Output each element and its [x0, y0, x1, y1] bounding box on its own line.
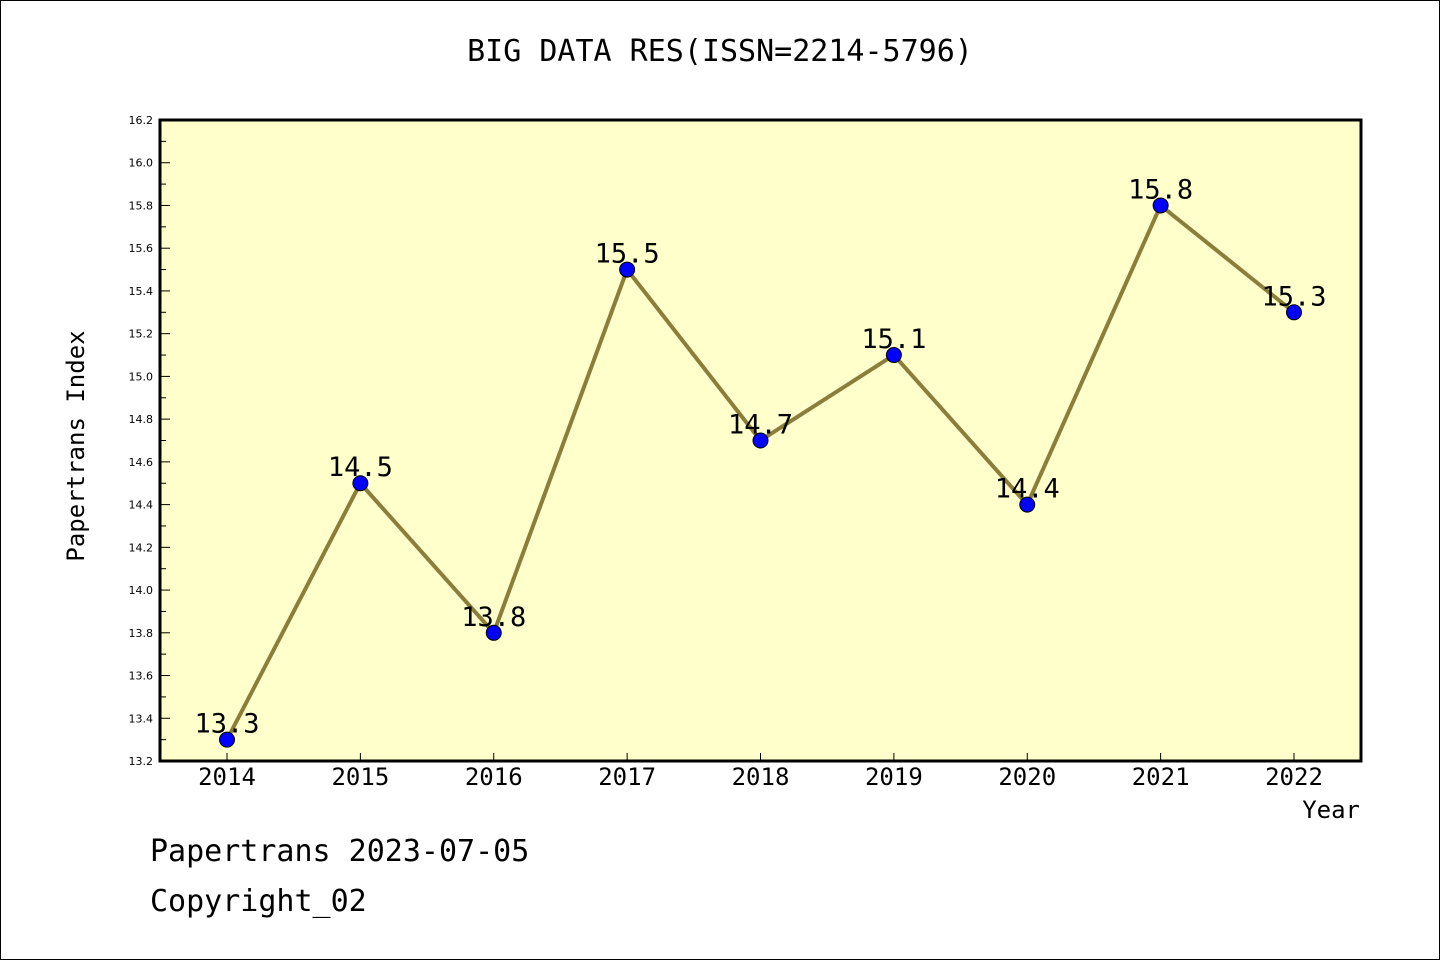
y-tick-label: 14.0	[129, 584, 154, 597]
y-tick-label: 13.8	[129, 627, 154, 640]
y-tick-label: 13.4	[129, 712, 154, 725]
data-point	[619, 261, 636, 278]
x-tick-label: 2014	[198, 763, 256, 791]
data-label: 15.3	[1261, 281, 1326, 312]
data-point	[352, 475, 369, 492]
x-tick-label: 2017	[598, 763, 656, 791]
x-tick-label: 2019	[865, 763, 923, 791]
x-tick-label: 2015	[331, 763, 389, 791]
x-tick-label: 2016	[465, 763, 523, 791]
data-label-layer: 13.3 14.5 13.8 15.5 14.7 15.1 14.4 15.8 15.3	[194, 174, 1326, 739]
x-tick-label: 2021	[1132, 763, 1190, 791]
data-label: 14.7	[728, 410, 793, 441]
footer-date: Papertrans 2023-07-05	[150, 834, 530, 869]
y-tick-label: 15.0	[129, 370, 154, 383]
data-label: 15.8	[1128, 174, 1193, 205]
y-tick-label: 15.4	[129, 285, 154, 298]
y-tick-label: 14.4	[129, 499, 154, 512]
y-tick-label: 15.2	[129, 328, 154, 341]
y-tick-label: 14.2	[129, 541, 154, 554]
x-tick-label: 2018	[732, 763, 790, 791]
data-label: 13.8	[461, 602, 526, 633]
y-tick-label: 15.6	[129, 242, 154, 255]
y-tick-label: 15.8	[129, 199, 154, 212]
data-point	[1286, 304, 1302, 321]
x-axis: 2014 2015 2016 2017 2018 2019 2020 2021 2022	[198, 753, 1323, 791]
data-label: 15.5	[595, 239, 660, 270]
x-axis-label: Year	[1302, 796, 1360, 824]
data-label: 15.1	[861, 324, 926, 355]
y-tick-label: 13.6	[129, 670, 154, 683]
data-label: 14.5	[328, 452, 393, 483]
data-point	[1152, 197, 1169, 214]
y-tick-label: 16.0	[129, 157, 154, 170]
footer-copyright: Copyright_02	[150, 884, 367, 919]
y-tick-label: 16.2	[129, 114, 154, 127]
y-axis: 13.2 13.4 13.6 13.8 14.0 14.2 14.4 14.6 14.8 15.0…	[129, 114, 170, 768]
data-point	[752, 432, 769, 449]
data-point	[485, 624, 502, 641]
series-layer	[219, 197, 1302, 748]
x-tick-label: 2020	[998, 763, 1056, 791]
x-tick-label: 2022	[1265, 763, 1323, 791]
data-point	[219, 731, 235, 748]
data-point	[885, 347, 902, 364]
data-label: 14.4	[995, 474, 1060, 505]
data-point	[1019, 496, 1036, 513]
y-tick-label: 13.2	[129, 755, 154, 768]
y-tick-label: 14.8	[129, 413, 154, 426]
chart-title: BIG DATA RES(ISSN=2214-5796)	[467, 34, 973, 69]
data-label: 13.3	[194, 709, 259, 740]
y-tick-label: 14.6	[129, 456, 154, 469]
